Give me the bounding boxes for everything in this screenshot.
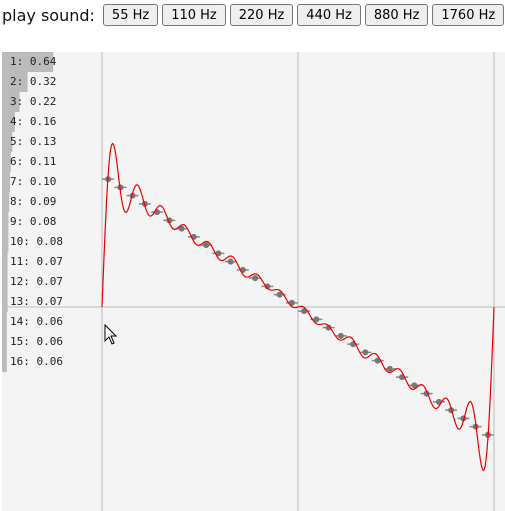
amplitude-bar (2, 292, 8, 312)
fourier-curve (101, 142, 495, 472)
harmonic-label: 12: 0.07 (10, 275, 63, 288)
mouse-cursor (104, 323, 118, 345)
harmonic-label: 14: 0.06 (10, 315, 63, 328)
play-button[interactable]: 440 Hz (297, 4, 361, 26)
harmonic-label: 4: 0.16 (10, 115, 56, 128)
harmonic-label: 5: 0.13 (10, 135, 56, 148)
harmonic-label: 10: 0.08 (10, 235, 63, 248)
amplitude-bar (2, 312, 7, 332)
harmonic-label: 16: 0.06 (10, 355, 63, 368)
amplitude-bar (2, 192, 10, 212)
amplitude-bar (2, 152, 11, 172)
sample-dot (362, 349, 369, 356)
sample-dot (178, 225, 185, 232)
sample-dot (264, 283, 271, 290)
play-button[interactable]: 1760 Hz (432, 4, 505, 26)
plot-background (2, 52, 505, 511)
sample-dot (313, 316, 320, 323)
harmonic-label: 13: 0.07 (10, 295, 63, 308)
harmonic-label: 3: 0.22 (10, 95, 56, 108)
play-button[interactable]: 110 Hz (162, 4, 226, 26)
amplitude-bar (2, 272, 8, 292)
harmonic-label: 8: 0.09 (10, 195, 56, 208)
amplitude-bar (2, 252, 8, 272)
amplitude-bar (2, 172, 10, 192)
sample-dot (252, 275, 259, 282)
harmonic-label: 2: 0.32 (10, 75, 56, 88)
play-button[interactable]: 220 Hz (229, 4, 294, 26)
harmonic-label: 1: 0.64 (10, 55, 57, 68)
sample-dot (276, 291, 283, 298)
amplitude-bar (2, 232, 9, 252)
amplitude-bar (2, 132, 13, 152)
harmonic-label: 7: 0.10 (10, 175, 56, 188)
sample-dot (325, 324, 332, 331)
amplitude-bar (2, 212, 9, 232)
sample-dot (386, 365, 393, 372)
amplitude-bar (2, 52, 54, 72)
sample-dot (411, 382, 418, 389)
sample-dot (203, 242, 210, 249)
amplitude-bar (2, 352, 7, 372)
toolbar-title: play sound: (2, 5, 95, 25)
harmonic-label: 6: 0.11 (10, 155, 56, 168)
play-button[interactable]: 880 Hz (364, 4, 429, 26)
sample-dot (374, 357, 381, 364)
harmonic-label: 11: 0.07 (10, 255, 63, 268)
sample-dot (215, 250, 222, 257)
sample-dot (227, 258, 234, 265)
toolbar: play sound: 55 Hz 110 Hz 220 Hz 440 Hz 8… (2, 4, 505, 26)
play-button[interactable]: 55 Hz (102, 4, 159, 26)
amplitude-bar (2, 112, 15, 132)
harmonic-label: 15: 0.06 (10, 335, 63, 348)
harmonic-label: 9: 0.08 (10, 215, 56, 228)
amplitude-bar (2, 72, 28, 92)
amplitude-bar (2, 92, 20, 112)
amplitude-bar (2, 332, 7, 352)
sample-dot (337, 332, 344, 339)
